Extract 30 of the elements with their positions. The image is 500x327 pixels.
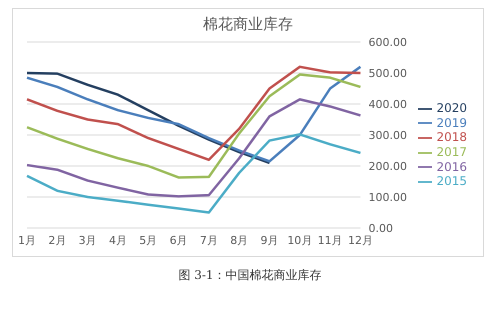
x-tick-label: 3月 — [78, 234, 97, 247]
y-tick-label: 200.00 — [368, 160, 407, 173]
x-tick-label: 8月 — [230, 234, 248, 247]
legend-label: 2016 — [436, 160, 467, 174]
y-tick-label: 100.00 — [368, 190, 407, 204]
legend-label: 2018 — [436, 130, 467, 144]
x-tick-label: 9月 — [260, 234, 279, 247]
y-tick-label: 0.00 — [368, 222, 393, 235]
line-series — [26, 73, 362, 179]
line-series — [26, 98, 362, 198]
legend-label: 2015 — [436, 174, 467, 188]
y-tick-label: 500.00 — [368, 66, 407, 80]
line-series — [26, 133, 362, 214]
legend-label: 2017 — [436, 145, 467, 159]
x-tick-label: 7月 — [200, 234, 218, 247]
y-tick-label: 400.00 — [368, 98, 407, 111]
x-tick-label: 11月 — [318, 234, 343, 247]
chart-title: 棉花商业库存 — [202, 15, 294, 34]
x-tick-label: 2月 — [48, 234, 66, 247]
x-tick-label: 4月 — [108, 234, 127, 247]
caption: 图 3-1：中国棉花商业库存 — [177, 267, 323, 284]
x-tick-label: 6月 — [170, 234, 188, 247]
legend-label: 2020 — [436, 100, 467, 115]
x-tick-label: 12月 — [348, 234, 373, 247]
y-tick-label: 600.00 — [368, 36, 407, 49]
x-tick-label: 5月 — [139, 234, 158, 247]
x-tick-label: 10月 — [287, 234, 312, 247]
x-tick-label: 1月 — [18, 234, 36, 247]
y-tick-label: 300.00 — [368, 128, 407, 142]
legend-label: 2019 — [436, 116, 467, 130]
